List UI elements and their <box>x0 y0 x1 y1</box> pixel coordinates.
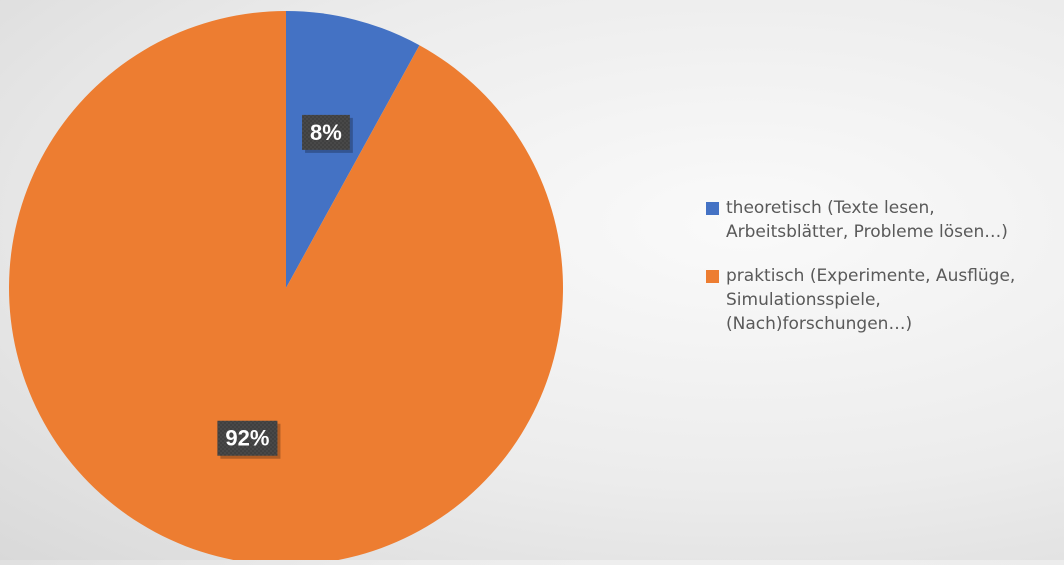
data-label-text-theoretisch: 8% <box>310 120 342 145</box>
data-label-text-praktisch: 92% <box>225 426 269 451</box>
legend-label-praktisch: praktisch (Experimente, Ausflüge, Simula… <box>726 266 1016 334</box>
legend: theoretisch (Texte lesen, Arbeitsblätter… <box>706 196 1056 356</box>
legend-item-theoretisch: theoretisch (Texte lesen, Arbeitsblätter… <box>706 196 1056 244</box>
pie-slice-praktisch <box>9 11 564 565</box>
data-label-box-theoretisch <box>302 114 350 150</box>
legend-item-praktisch: praktisch (Experimente, Ausflüge, Simula… <box>706 264 1056 336</box>
legend-swatch-praktisch <box>706 270 719 283</box>
data-label-box-praktisch <box>217 420 278 456</box>
pie-slice-theoretisch <box>286 11 420 288</box>
slices-layer <box>9 11 564 565</box>
labels-layer: 8% 92% <box>217 114 353 459</box>
data-label-theoretisch: 8% <box>302 114 353 153</box>
legend-swatch-theoretisch <box>706 202 719 215</box>
legend-label-theoretisch: theoretisch (Texte lesen, Arbeitsblätter… <box>726 198 1008 242</box>
data-label-praktisch: 92% <box>217 420 281 459</box>
